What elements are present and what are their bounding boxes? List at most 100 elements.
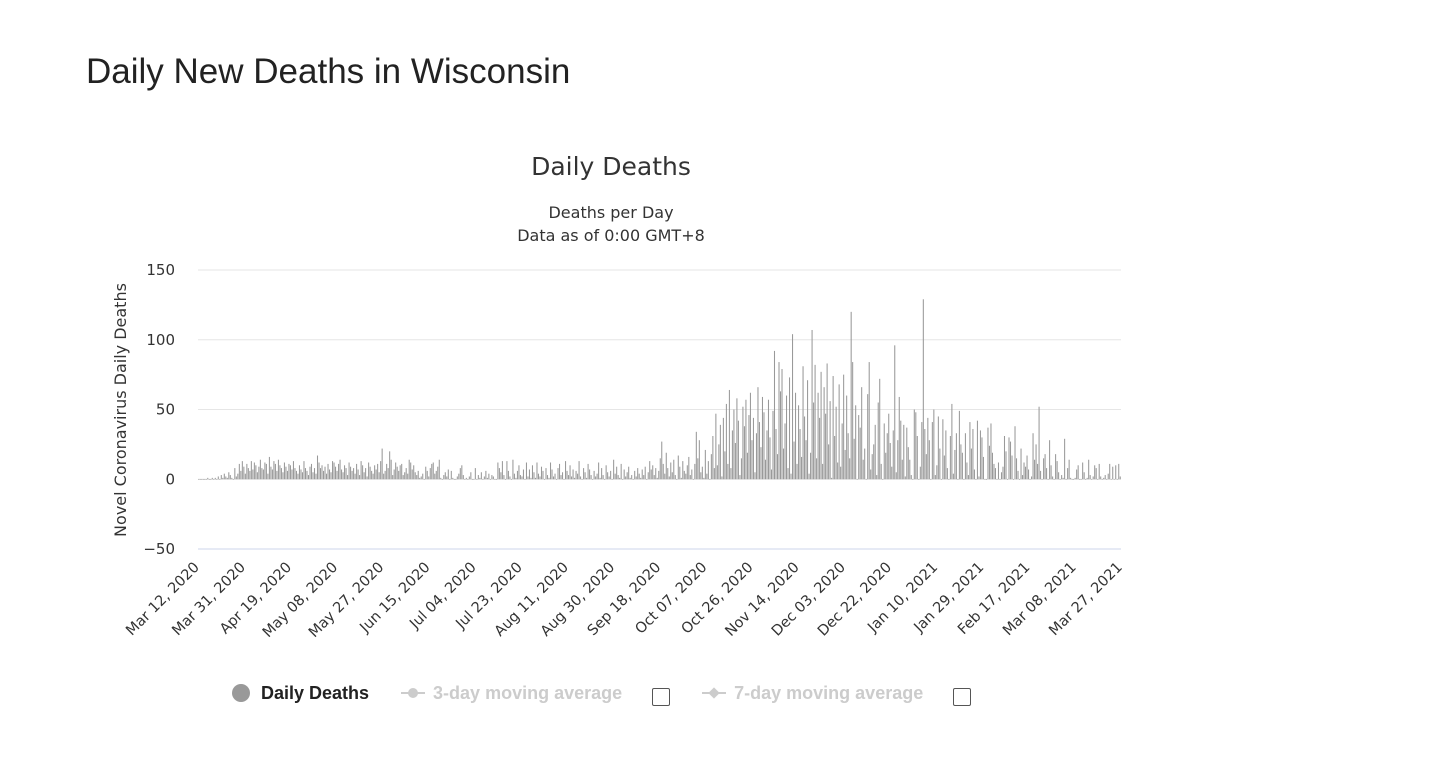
daily-deaths-bar[interactable]	[722, 417, 724, 480]
daily-deaths-bar[interactable]	[985, 479, 987, 480]
daily-deaths-bar[interactable]	[703, 477, 705, 480]
daily-deaths-bar[interactable]	[232, 479, 234, 480]
daily-deaths-bar[interactable]	[993, 463, 995, 480]
daily-deaths-bar[interactable]	[668, 476, 670, 480]
daily-deaths-bar[interactable]	[817, 392, 819, 480]
daily-deaths-bar[interactable]	[512, 459, 514, 480]
daily-deaths-bar[interactable]	[1028, 469, 1030, 480]
daily-deaths-bar[interactable]	[225, 476, 227, 480]
daily-deaths-bar[interactable]	[778, 362, 780, 480]
daily-deaths-bar[interactable]	[1049, 440, 1051, 480]
daily-deaths-bar[interactable]	[942, 419, 944, 480]
daily-deaths-bar[interactable]	[420, 476, 422, 480]
daily-deaths-bar[interactable]	[348, 462, 350, 480]
daily-deaths-bar[interactable]	[338, 463, 340, 480]
daily-deaths-bar[interactable]	[312, 472, 314, 480]
daily-deaths-bar[interactable]	[247, 468, 249, 480]
daily-deaths-bar[interactable]	[718, 444, 720, 480]
daily-deaths-bar[interactable]	[954, 449, 956, 480]
daily-deaths-bar[interactable]	[707, 461, 709, 480]
daily-deaths-bar[interactable]	[240, 470, 242, 480]
daily-deaths-bar[interactable]	[912, 479, 914, 480]
daily-deaths-bar[interactable]	[823, 387, 825, 480]
daily-deaths-bar[interactable]	[1035, 444, 1037, 480]
daily-deaths-bar[interactable]	[207, 477, 209, 480]
daily-deaths-bar[interactable]	[353, 468, 355, 480]
daily-deaths-bar[interactable]	[262, 469, 264, 480]
toggle-7-day-average-checkbox[interactable]	[953, 688, 972, 706]
daily-deaths-bar[interactable]	[1059, 479, 1061, 480]
daily-deaths-bar[interactable]	[581, 479, 583, 480]
daily-deaths-bar[interactable]	[743, 426, 745, 480]
daily-deaths-bar[interactable]	[961, 452, 963, 480]
daily-deaths-bar[interactable]	[677, 455, 679, 480]
daily-deaths-bar[interactable]	[495, 479, 497, 480]
daily-deaths-bar[interactable]	[395, 462, 397, 480]
daily-deaths-bar[interactable]	[238, 463, 240, 480]
daily-deaths-bar[interactable]	[357, 469, 359, 480]
daily-deaths-bar[interactable]	[562, 472, 564, 480]
daily-deaths-bar[interactable]	[982, 456, 984, 480]
daily-deaths-bar[interactable]	[533, 472, 535, 480]
daily-deaths-bar[interactable]	[841, 423, 843, 480]
daily-deaths-bar[interactable]	[951, 403, 953, 480]
daily-deaths-bar[interactable]	[736, 398, 738, 480]
daily-deaths-bar[interactable]	[313, 468, 316, 480]
daily-deaths-bar[interactable]	[883, 423, 885, 480]
daily-deaths-bar[interactable]	[724, 451, 726, 480]
daily-deaths-bar[interactable]	[1112, 466, 1114, 480]
daily-deaths-bar[interactable]	[749, 392, 751, 480]
daily-deaths-bar[interactable]	[522, 469, 524, 480]
daily-deaths-bar[interactable]	[655, 468, 657, 480]
daily-deaths-bar[interactable]	[786, 395, 788, 480]
daily-deaths-bar[interactable]	[557, 468, 559, 480]
daily-deaths-bar[interactable]	[323, 470, 325, 480]
daily-deaths-bar[interactable]	[494, 479, 496, 480]
daily-deaths-bar[interactable]	[930, 479, 932, 480]
daily-deaths-bar[interactable]	[922, 299, 924, 480]
daily-deaths-bar[interactable]	[847, 433, 849, 480]
daily-deaths-bar[interactable]	[913, 409, 915, 480]
daily-deaths-bar[interactable]	[978, 476, 980, 480]
daily-deaths-bar[interactable]	[252, 469, 254, 480]
daily-deaths-bar[interactable]	[429, 468, 431, 480]
daily-deaths-bar[interactable]	[1032, 433, 1034, 480]
daily-deaths-bar[interactable]	[676, 479, 678, 480]
daily-deaths-bar[interactable]	[796, 463, 798, 480]
daily-deaths-bar[interactable]	[509, 476, 511, 480]
daily-deaths-bar[interactable]	[551, 469, 553, 480]
daily-deaths-bar[interactable]	[244, 473, 246, 480]
daily-deaths-bar[interactable]	[664, 473, 666, 480]
daily-deaths-bar[interactable]	[864, 448, 866, 480]
daily-deaths-bar[interactable]	[450, 470, 452, 480]
daily-deaths-bar[interactable]	[211, 477, 213, 480]
daily-deaths-bar[interactable]	[673, 459, 675, 480]
daily-deaths-bar[interactable]	[289, 465, 291, 480]
daily-deaths-bar[interactable]	[695, 431, 697, 480]
daily-deaths-bar[interactable]	[444, 472, 446, 480]
daily-deaths-bar[interactable]	[966, 462, 968, 480]
daily-deaths-bar[interactable]	[1055, 454, 1057, 480]
daily-deaths-bar[interactable]	[580, 476, 582, 480]
daily-deaths-bar[interactable]	[410, 462, 412, 480]
daily-deaths-bar[interactable]	[1002, 466, 1004, 480]
daily-deaths-bar[interactable]	[1046, 468, 1048, 480]
daily-deaths-bar[interactable]	[330, 472, 332, 480]
daily-deaths-bar[interactable]	[629, 477, 631, 480]
daily-deaths-bar[interactable]	[793, 441, 795, 480]
daily-deaths-bar[interactable]	[383, 473, 385, 480]
daily-deaths-bar[interactable]	[828, 444, 830, 480]
daily-deaths-bar[interactable]	[461, 465, 463, 480]
daily-deaths-bar[interactable]	[766, 430, 768, 480]
daily-deaths-bar[interactable]	[1053, 479, 1055, 480]
daily-deaths-bar[interactable]	[697, 458, 699, 480]
daily-deaths-bar[interactable]	[556, 479, 558, 480]
daily-deaths-bar[interactable]	[976, 420, 978, 480]
daily-deaths-bar[interactable]	[359, 475, 361, 480]
daily-deaths-bar[interactable]	[378, 472, 380, 480]
daily-deaths-bar[interactable]	[291, 469, 293, 480]
daily-deaths-bar[interactable]	[975, 479, 977, 480]
daily-deaths-bar[interactable]	[1085, 479, 1087, 480]
daily-deaths-bar[interactable]	[384, 470, 386, 480]
daily-deaths-bar[interactable]	[849, 458, 851, 480]
